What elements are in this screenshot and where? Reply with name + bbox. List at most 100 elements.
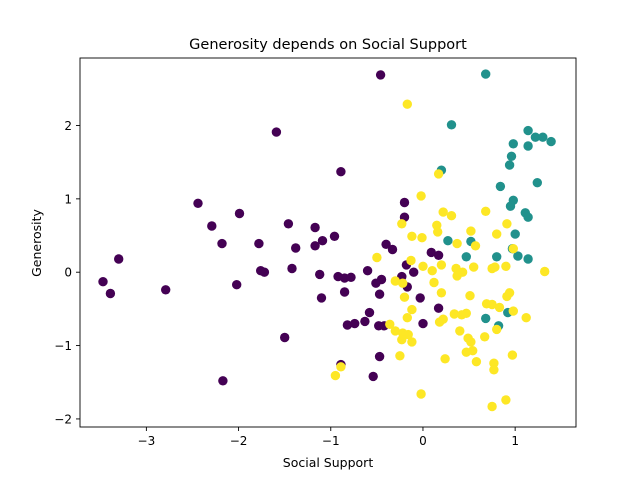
scatter-point [259,267,270,277]
scatter-point [375,70,386,80]
scatter-point [207,221,217,231]
scatter-point [271,127,282,137]
scatter-point [407,304,417,315]
scatter-point [310,241,320,251]
y-tick-label: −1 [54,339,72,353]
scatter-point [402,99,412,109]
data-points [98,69,556,412]
scatter-point [492,229,502,239]
axis-ticks: −3 −2 −1 0 1 −2 −1 0 1 2 [54,119,519,448]
scatter-point [504,160,515,170]
scatter-point [193,198,203,208]
scatter-point [446,120,457,130]
scatter-point [469,262,479,272]
scatter-point [232,280,242,290]
scatter-point [350,318,360,329]
scatter-point [418,261,428,271]
scatter-point [254,238,264,249]
y-tick-label: 1 [64,192,72,206]
scatter-point [538,132,548,142]
scatter-point [433,227,443,237]
scatter-point [489,358,499,368]
scatter-point [434,317,445,327]
scatter-point [465,291,475,301]
scatter-point [387,244,398,255]
scatter-point [426,247,436,258]
scatter-point [407,337,417,347]
scatter-point [280,332,290,343]
scatter-point [540,266,550,277]
scatter-point [329,231,340,241]
scatter-point [508,244,518,254]
scatter-point [510,229,520,239]
scatter-point [98,277,108,287]
scatter-point [374,289,385,299]
scatter-point [452,271,462,281]
scatter-point [406,255,416,266]
scatter-point [287,263,297,274]
scatter-point [436,288,447,298]
scatter-point [336,362,346,372]
scatter-point [471,357,482,367]
scatter-point [494,302,505,313]
scatter-point [470,241,481,251]
scatter-point [310,222,320,233]
scatter-point [461,252,471,262]
scatter-point [532,178,542,188]
plot-frame [79,57,577,428]
scatter-point [433,169,444,179]
scatter-point [501,261,511,271]
scatter-point [523,125,533,136]
scatter-point [390,276,400,286]
scatter-point [407,231,417,241]
scatter-point [316,293,327,303]
scatter-point [523,141,533,151]
scatter-point [449,309,459,319]
scatter-point [336,167,346,177]
scatter-point [446,211,457,221]
scatter-point [433,303,444,313]
scatter-point [398,278,408,288]
scatter-point [513,251,523,261]
chart-title: Generosity depends on Social Support [189,37,467,53]
scatter-point [502,219,512,229]
scatter-point [438,207,448,217]
scatter-point [502,291,512,302]
scatter-point [399,197,410,208]
scatter-point [390,326,400,336]
scatter-point [399,292,410,302]
scatter-point [397,219,407,229]
scatter-point [342,320,353,330]
scatter-point [508,139,518,149]
scatter-point [466,337,476,347]
scatter-point [480,332,490,342]
scatter-point [440,354,450,364]
scatter-point [481,69,491,79]
scatter-point [530,132,541,142]
scatter-point [429,277,439,288]
x-tick-label: 0 [419,434,427,448]
scatter-point [409,267,419,277]
scatter-point [481,313,491,324]
x-axis-label: Social Support [283,455,374,470]
scatter-point [452,238,462,249]
x-tick-label: −3 [138,434,156,448]
scatter-point [507,350,518,360]
scatter-point [466,226,476,236]
scatter-point [492,324,502,335]
y-tick-label: 0 [64,266,72,280]
scatter-point [418,318,428,329]
scatter-point [495,181,506,192]
scatter-point [416,389,426,399]
scatter-point [436,260,447,270]
scatter-point [395,351,405,361]
scatter-point [521,313,531,323]
scatter-point [523,212,533,222]
scatter-point [416,191,426,201]
x-tick-label: −2 [230,434,248,448]
scatter-point [468,346,478,356]
scatter-point [385,319,395,329]
scatter-point [457,310,467,320]
scatter-point [218,376,228,386]
scatter-point [487,299,497,310]
